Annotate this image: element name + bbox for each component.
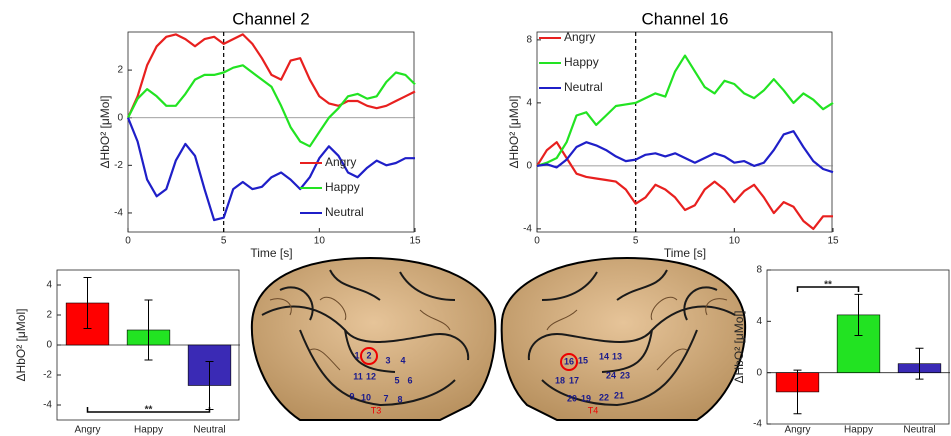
y-tick-label: 8 xyxy=(526,35,532,46)
y-tick-label: 2 xyxy=(46,310,52,321)
series-line xyxy=(126,117,415,222)
x-tick-label: 10 xyxy=(729,236,741,247)
y-tick-label: -4 xyxy=(753,419,762,430)
series-line xyxy=(536,141,833,230)
y-axis-label: ΔHbO² [μMol] xyxy=(732,311,746,384)
series-line xyxy=(126,33,416,119)
y-tick-label: -2 xyxy=(114,160,123,171)
channel-label: 19 xyxy=(581,393,591,403)
legend-label: Neutral xyxy=(325,205,364,219)
x-axis-label: Time [s] xyxy=(250,246,292,260)
x-tick-label: 15 xyxy=(409,236,421,247)
channel-label: 5 xyxy=(394,375,399,385)
y-tick-label: 4 xyxy=(46,280,52,291)
channel-label: 1 xyxy=(354,350,359,360)
y-tick-label: -4 xyxy=(43,400,52,411)
error-bar xyxy=(854,293,863,336)
x-tick-label: Happy xyxy=(134,425,163,436)
error-bar xyxy=(83,277,92,329)
channel-label: 6 xyxy=(407,375,412,385)
channel-label: 11 xyxy=(353,371,363,381)
x-tick-label: Neutral xyxy=(903,425,935,436)
brain-right-image xyxy=(500,256,747,421)
significance-label: ** xyxy=(824,280,832,291)
y-tick-label: -4 xyxy=(523,223,532,234)
y-tick-label: -4 xyxy=(114,208,123,219)
legend-label: Happy xyxy=(564,55,599,69)
y-tick-label: 4 xyxy=(526,98,532,109)
x-axis-label: Time [s] xyxy=(664,246,706,260)
y-axis-label: ΔHbO² [μMol] xyxy=(507,96,521,169)
y-tick-label: 0 xyxy=(46,340,52,351)
channel-label: 2 xyxy=(366,350,371,360)
channel-label: 13 xyxy=(612,351,622,361)
channel-label: 10 xyxy=(361,392,371,402)
error-bar xyxy=(915,347,924,380)
legend-label: Neutral xyxy=(564,80,603,94)
y-tick-label: 0 xyxy=(756,367,762,378)
error-bar xyxy=(144,299,153,361)
legend-label: Angry xyxy=(564,30,595,44)
channel-label: 3 xyxy=(385,355,390,365)
channel-label: 12 xyxy=(366,371,376,381)
plot-frame xyxy=(536,31,833,233)
x-tick-label: Angry xyxy=(74,425,100,436)
significance-label: ** xyxy=(145,405,153,416)
series-line xyxy=(536,54,834,167)
y-axis-label: ΔHbO² [μMol] xyxy=(98,96,112,169)
channel-label: 9 xyxy=(349,391,354,401)
channel-label: 18 xyxy=(555,375,565,385)
channel-label: 24 xyxy=(606,370,616,380)
x-tick-label: 15 xyxy=(827,236,839,247)
plot-frame xyxy=(127,31,415,233)
x-tick-label: 5 xyxy=(633,236,639,247)
chart-title: Channel 2 xyxy=(232,9,310,28)
chart-title: Channel 16 xyxy=(642,9,729,28)
y-tick-label: 8 xyxy=(756,265,762,276)
channel-label: 21 xyxy=(614,390,624,400)
y-tick-label: 2 xyxy=(117,65,123,76)
legend-label: Happy xyxy=(325,180,360,194)
channel-label: 20 xyxy=(567,393,577,403)
y-tick-label: 0 xyxy=(526,160,532,171)
y-tick-label: -2 xyxy=(43,370,52,381)
significance-bracket xyxy=(796,286,860,292)
channel-label: 23 xyxy=(620,370,630,380)
region-label: T4 xyxy=(588,405,599,415)
channel-label: 15 xyxy=(578,355,588,365)
x-tick-label: 0 xyxy=(534,236,540,247)
channel-label: 4 xyxy=(400,355,405,365)
y-tick-label: 0 xyxy=(117,112,123,123)
x-tick-label: Angry xyxy=(784,425,810,436)
significance-bracket xyxy=(86,407,211,413)
series-line xyxy=(536,130,834,174)
channel-label: 17 xyxy=(569,375,579,385)
channel-label: 8 xyxy=(397,394,402,404)
highlight-ring xyxy=(560,353,578,371)
x-tick-label: Neutral xyxy=(193,425,225,436)
channel-label: 22 xyxy=(599,392,609,402)
brain-left-image xyxy=(250,256,497,421)
y-tick-label: 4 xyxy=(756,316,762,327)
x-tick-label: Happy xyxy=(844,425,873,436)
channel-label: 16 xyxy=(564,356,574,366)
y-axis-label: ΔHbO² [μMol] xyxy=(14,309,28,382)
error-bar xyxy=(793,369,802,415)
channel-label: 7 xyxy=(383,393,388,403)
highlight-ring xyxy=(360,347,378,365)
series-line xyxy=(127,64,416,148)
x-tick-label: 0 xyxy=(125,236,131,247)
channel-label: 14 xyxy=(599,351,609,361)
x-tick-label: 10 xyxy=(314,236,326,247)
region-label: T3 xyxy=(371,405,382,415)
legend-label: Angry xyxy=(325,155,356,169)
x-tick-label: 5 xyxy=(221,236,227,247)
